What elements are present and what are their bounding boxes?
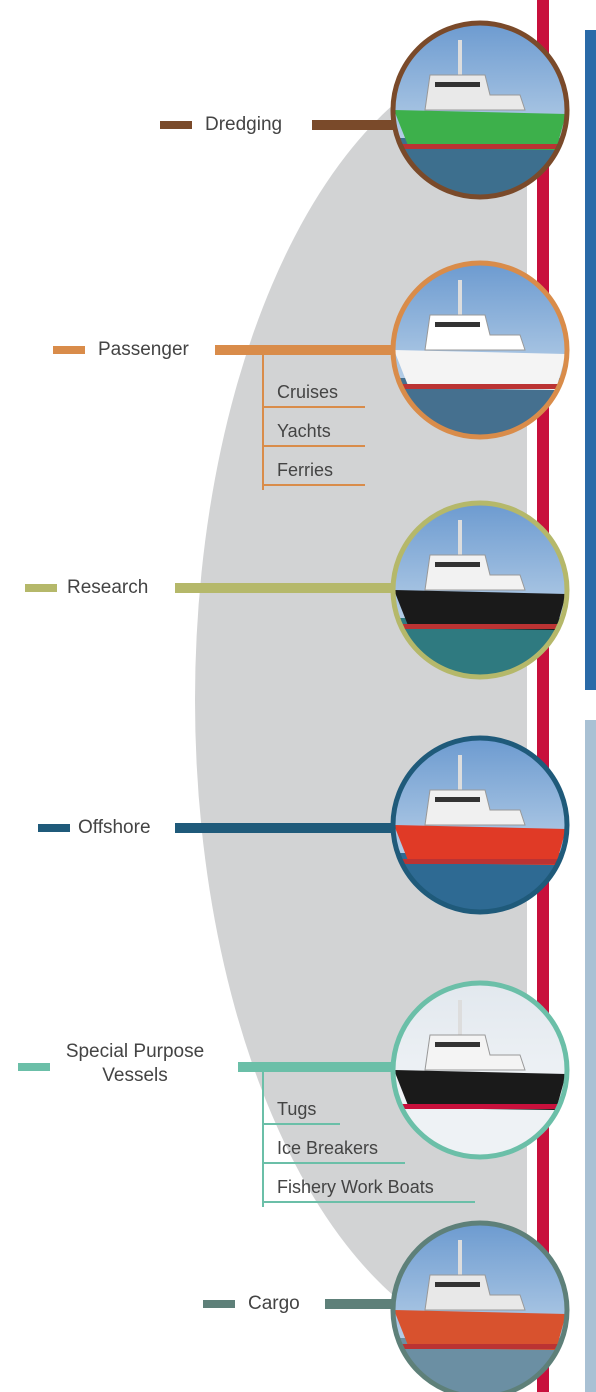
sub-item: Yachts [277, 420, 331, 442]
side-panel [585, 720, 596, 1392]
legend-swatch [25, 584, 57, 592]
windows [435, 1282, 480, 1287]
sub-item: Ferries [277, 459, 333, 481]
connector [325, 1299, 398, 1309]
category-label: Research [67, 576, 148, 600]
page: (() => { const data = JSON.parse(documen… [0, 0, 596, 1392]
background-ellipse [195, 45, 596, 1355]
windows [435, 82, 480, 87]
connector [312, 120, 398, 130]
connector [238, 1062, 398, 1072]
waterline [394, 1104, 566, 1109]
windows [435, 562, 480, 567]
connector [215, 345, 398, 355]
waterline [394, 1344, 566, 1349]
legend-swatch [38, 824, 70, 832]
connector [175, 823, 398, 833]
sub-item: Cruises [277, 381, 338, 403]
legend-swatch [53, 346, 85, 354]
legend-swatch [203, 1300, 235, 1308]
sub-item: Tugs [277, 1098, 316, 1120]
waterline [394, 384, 566, 389]
windows [435, 797, 480, 802]
sub-item: Fishery Work Boats [277, 1176, 434, 1198]
waterline [394, 144, 566, 149]
legend-swatch [160, 121, 192, 129]
category-label: Passenger [98, 338, 189, 362]
sub-item: Ice Breakers [277, 1137, 378, 1159]
category-label: Offshore [78, 816, 151, 840]
windows [435, 322, 480, 327]
category-label: Cargo [248, 1292, 300, 1316]
side-panel [585, 30, 596, 690]
windows [435, 1042, 480, 1047]
category-label: Dredging [205, 113, 282, 137]
timeline-bar [537, 0, 549, 1392]
waterline [394, 859, 566, 864]
category-label: Special Purpose Vessels [40, 1040, 230, 1088]
waterline [394, 624, 566, 629]
connector [175, 583, 398, 593]
